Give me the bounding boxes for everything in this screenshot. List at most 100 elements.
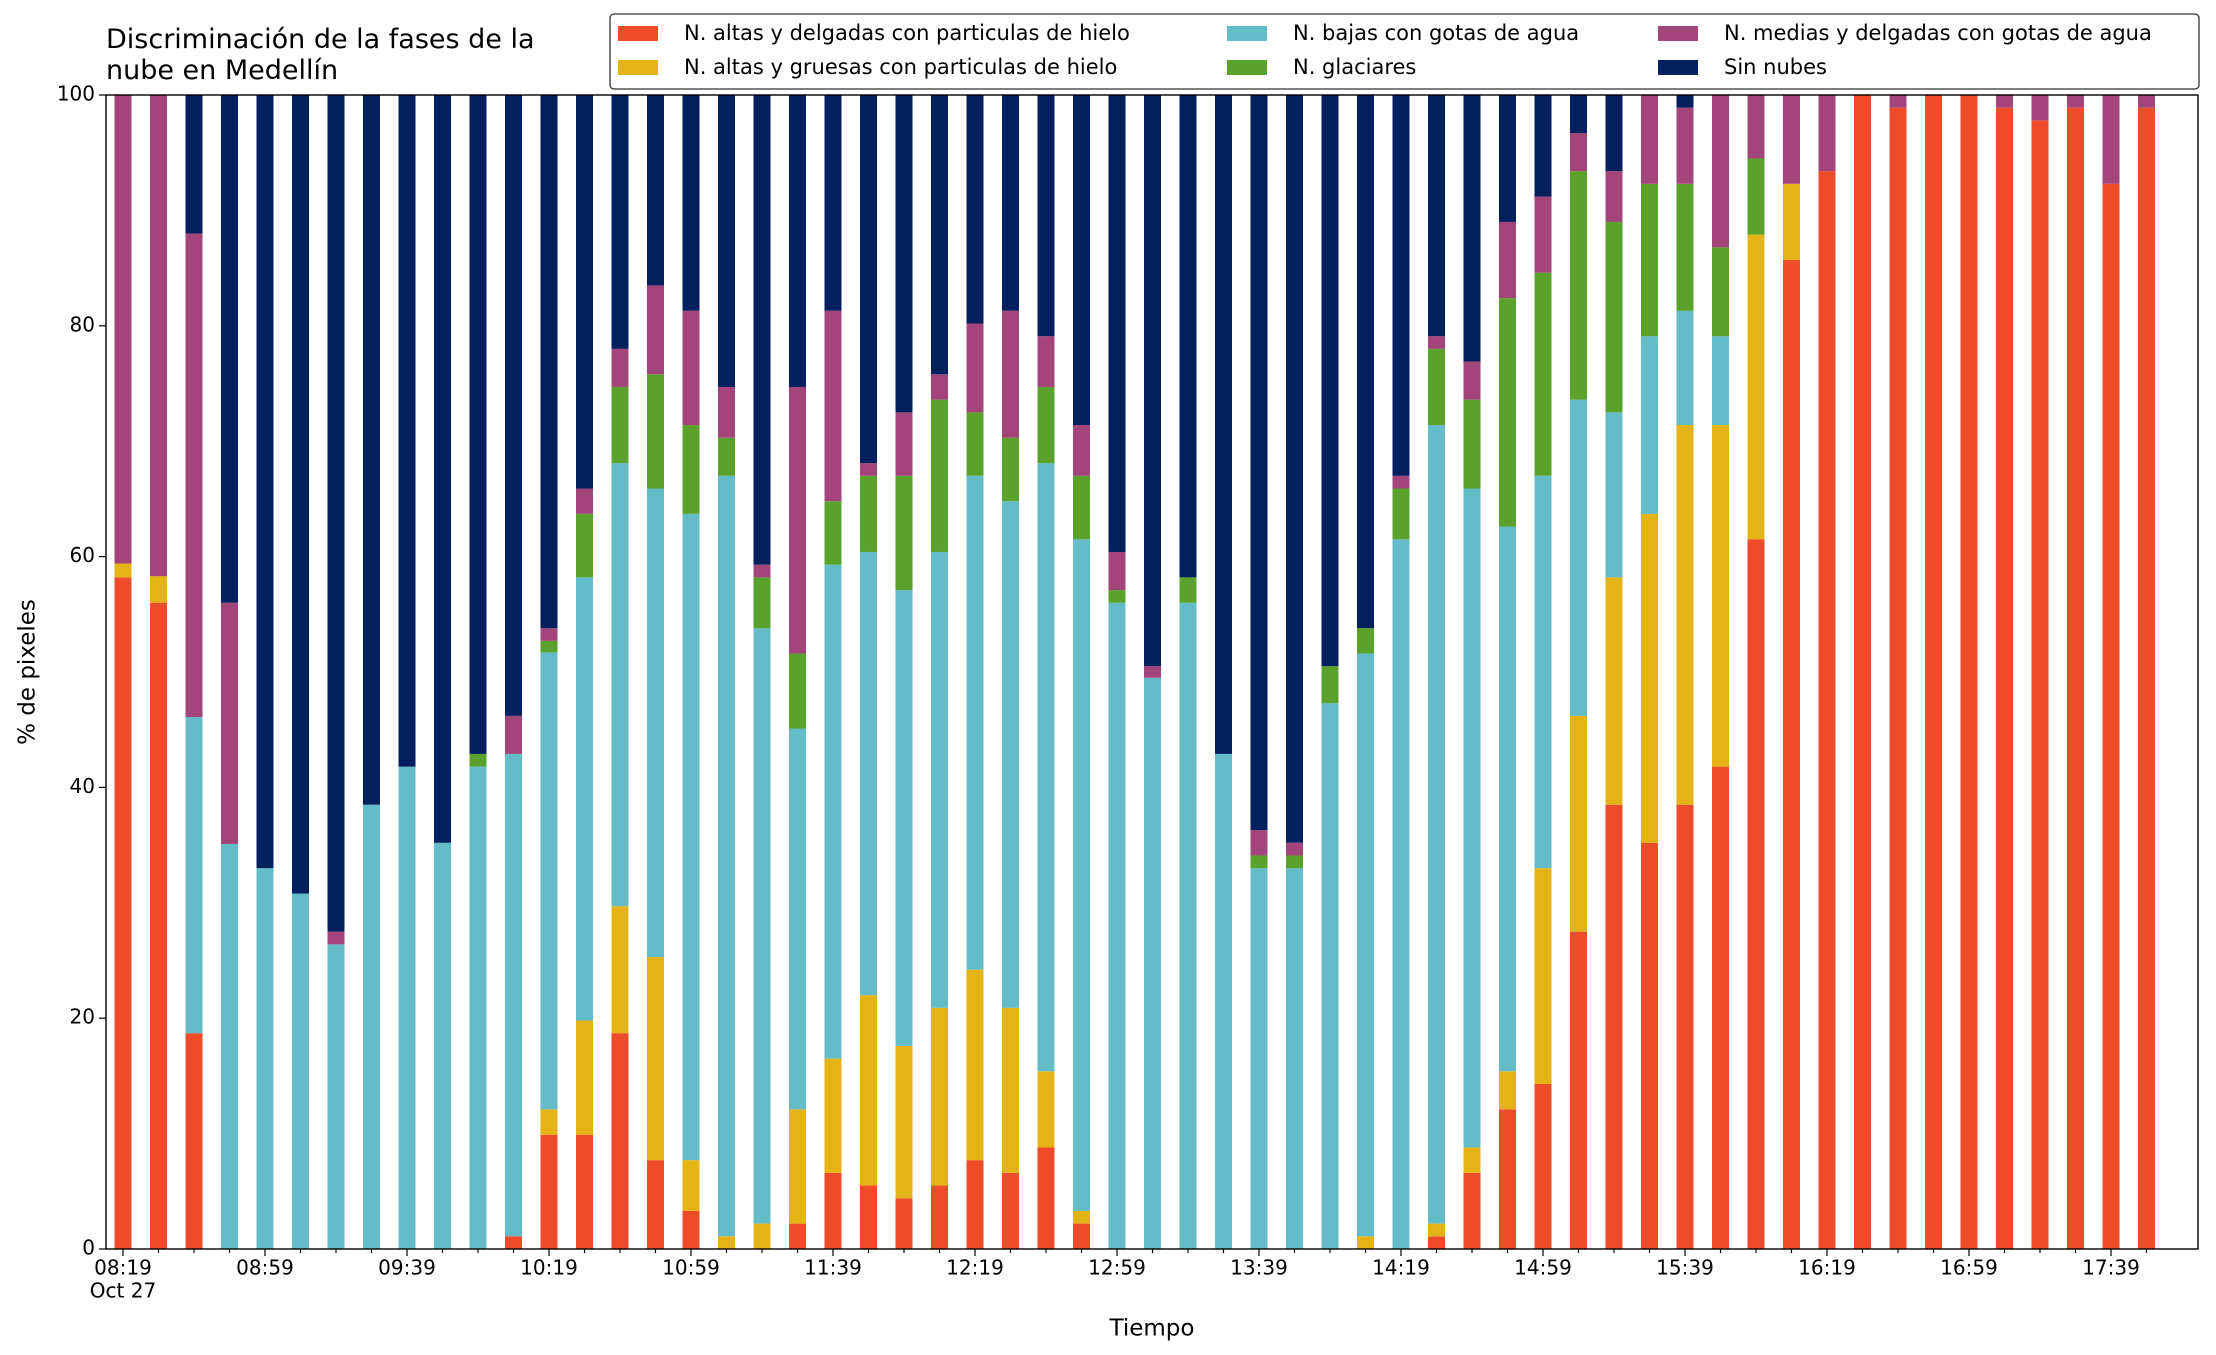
bar-segment (1676, 804, 1694, 1249)
bar-segment (1605, 412, 1623, 578)
bar-segment (1357, 1236, 1374, 1249)
bar-segment (895, 95, 913, 413)
bar-segment (789, 653, 806, 729)
bar-segment (505, 1236, 522, 1249)
bar-segment (1712, 336, 1729, 426)
bar-segment (611, 1033, 629, 1249)
x-tick-label: 14:59 (1514, 1256, 1572, 1280)
bar-segment (1073, 425, 1090, 476)
bar-segment (1286, 842, 1303, 856)
bar-segment (860, 995, 877, 1186)
bar-segment (1676, 183, 1694, 311)
bar-segment (1428, 425, 1445, 1224)
bar-segment (1428, 1223, 1445, 1237)
bar-segment (966, 412, 984, 476)
bar-segment (860, 551, 877, 996)
bar-segment (1073, 95, 1090, 426)
bar-segment (1002, 437, 1019, 502)
bar-segment (185, 717, 203, 1034)
bar-segment (327, 95, 345, 932)
bar-segment (1321, 703, 1339, 1249)
bar-segment (647, 285, 664, 375)
bar-segment (576, 1020, 593, 1135)
bar-segment (931, 374, 948, 400)
bar-segment (966, 475, 984, 970)
x-tick-label: 08:59 (236, 1256, 294, 1280)
legend-label: Sin nubes (1724, 55, 1827, 79)
bar-segment (860, 463, 877, 476)
bar-segment (1392, 539, 1410, 1249)
bar-segment (1889, 95, 1907, 108)
bar-segment (1570, 715, 1587, 932)
bar-segment (363, 804, 380, 1249)
bar-segment (789, 386, 806, 654)
bar-segment (789, 1223, 806, 1249)
bar-segment (1605, 171, 1623, 222)
bar-segment (1712, 95, 1729, 248)
bar-segment (824, 1172, 842, 1249)
legend-swatch (618, 26, 658, 41)
bar-segment (1783, 260, 1800, 1250)
bar-segment (860, 95, 877, 464)
bar-segment (1037, 463, 1055, 1072)
legend-swatch (1227, 26, 1267, 41)
bar-segment (1783, 95, 1800, 184)
bar-segment (221, 843, 238, 1249)
bar-segment (1499, 526, 1516, 1072)
bar-segment (221, 602, 238, 844)
bar-segment (1570, 399, 1587, 716)
x-axis-label: Tiempo (1109, 1316, 1195, 1342)
x-tick-label: 15:39 (1656, 1256, 1714, 1280)
bar-segment (1073, 1223, 1090, 1249)
bar-segment (185, 1033, 203, 1249)
bar-segment (1250, 868, 1268, 1249)
bar-segment (966, 969, 984, 1161)
bar-segment (1037, 95, 1055, 337)
bar-segment (2102, 183, 2120, 1249)
bar-segment (682, 1160, 700, 1211)
bar-segment (1499, 221, 1516, 299)
bar-segment (1747, 234, 1765, 540)
bar-segment (1605, 804, 1623, 1249)
bar-segment (1499, 1109, 1516, 1249)
bar-segment (1286, 855, 1303, 869)
bar-segment (1534, 95, 1552, 197)
bar-segment (1108, 95, 1126, 552)
bar-segment (1534, 272, 1552, 476)
bar-segment (1676, 425, 1694, 805)
bar-segment (1463, 488, 1481, 1148)
bar-segment (611, 386, 629, 464)
bar-segment (1605, 221, 1623, 413)
bar-segment (1783, 183, 1800, 261)
bar-segment (327, 931, 345, 945)
bar-segment (824, 95, 842, 311)
bar-segment (2102, 95, 2120, 184)
bar-segment (1889, 107, 1907, 1250)
bar-segment (540, 628, 558, 641)
bar-segment (2031, 120, 2049, 1250)
bar-segment (1037, 336, 1055, 387)
chart-title: Discriminación de la fases de la nube en … (106, 24, 535, 86)
x-tick-label: 10:59 (662, 1256, 720, 1280)
bar-segment (256, 868, 274, 1249)
bar-segment (469, 95, 487, 754)
bar-segment (2067, 95, 2084, 108)
bar-segment (1960, 95, 1978, 1249)
bar-segment (398, 766, 416, 1249)
bar-segment (1321, 95, 1339, 667)
bar-segment (185, 233, 203, 718)
bar-segment (576, 1134, 593, 1249)
bar-segment (682, 425, 700, 514)
x-tick-label: 17:39 (2082, 1256, 2140, 1280)
bar-segment (753, 577, 771, 629)
bar-segment (327, 944, 345, 1249)
bar-segment (1570, 133, 1587, 172)
bar-segment (718, 1236, 735, 1249)
bar-segment (150, 602, 167, 1249)
bar-segment (753, 95, 771, 565)
bar-segment (540, 640, 558, 653)
legend-swatch (1658, 26, 1698, 41)
bar-segment (647, 1160, 664, 1249)
bar-segment (1250, 830, 1268, 856)
bar-segment (1392, 488, 1410, 540)
